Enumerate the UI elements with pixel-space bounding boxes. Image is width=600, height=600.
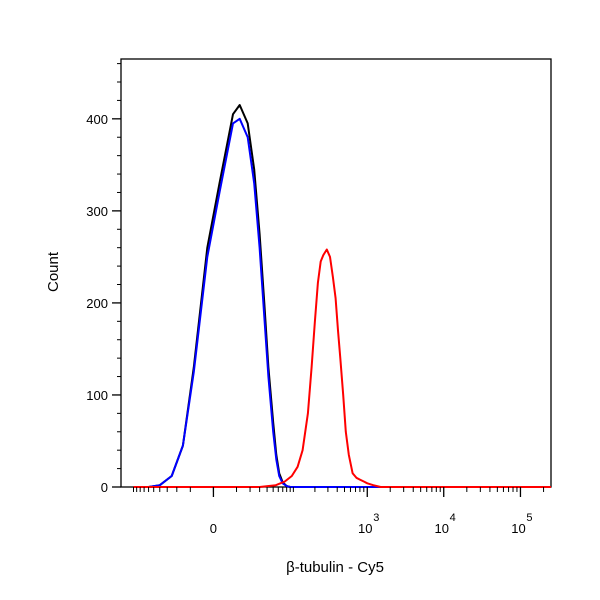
y-tick-label: 100: [86, 388, 108, 403]
y-axis: 0 100 200 300 400: [86, 63, 121, 495]
plot-area: [120, 58, 552, 488]
y-axis-label: Count: [45, 251, 62, 292]
x-tick-exponent: 4: [450, 512, 456, 524]
x-tick-label: 0: [210, 521, 217, 536]
x-tick-label: 10: [434, 521, 448, 536]
series-line-3: [133, 248, 551, 488]
y-tick-label: 300: [86, 204, 108, 219]
y-tick-label: 400: [86, 112, 108, 127]
x-tick-exponent: 3: [373, 512, 379, 524]
x-tick-label: 10: [358, 521, 372, 536]
y-tick-label: 0: [101, 480, 108, 495]
x-axis-label: β-tubulin - Cy5: [286, 559, 384, 576]
plot-frame: [120, 58, 552, 488]
x-tick-label: 10: [511, 521, 525, 536]
x-tick-exponent: 5: [526, 512, 532, 524]
y-tick-label: 200: [86, 296, 108, 311]
